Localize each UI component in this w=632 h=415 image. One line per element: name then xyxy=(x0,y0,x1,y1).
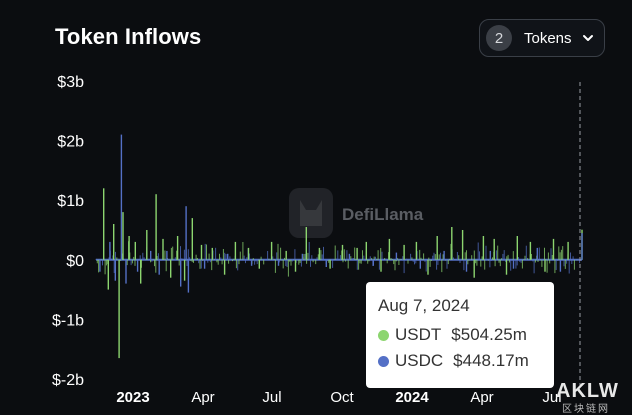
tooltip-date: Aug 7, 2024 xyxy=(378,296,470,315)
tokens-dropdown-button[interactable]: 2 Tokens xyxy=(479,19,605,57)
chart-tooltip: Aug 7, 2024 USDT $504.25m USDC $448.17m xyxy=(366,282,554,388)
tooltip-series-value: $504.25m xyxy=(451,325,527,344)
usdc-legend-dot xyxy=(378,355,389,367)
y-tick-label: $-1b xyxy=(52,312,84,329)
x-tick-label: Jul xyxy=(542,389,561,406)
x-tick-label: Oct xyxy=(330,389,354,406)
y-tick-label: $3b xyxy=(57,74,84,91)
y-tick-label: $0 xyxy=(66,253,84,270)
tooltip-series-name: USDC xyxy=(395,351,444,370)
y-tick-label: $1b xyxy=(57,193,84,210)
token-count-badge: 2 xyxy=(486,25,512,51)
x-tick-label: Jul xyxy=(262,389,281,406)
y-tick-label: $2b xyxy=(57,134,84,151)
tooltip-row-usdc: USDC $448.17m xyxy=(378,348,542,374)
x-tick-label: 2024 xyxy=(395,389,429,406)
chart-title: Token Inflows xyxy=(55,24,202,49)
x-tick-label: Apr xyxy=(191,389,214,406)
chevron-down-icon xyxy=(582,35,593,41)
x-tick-label: 2023 xyxy=(116,389,149,406)
corner-watermark-subtext: 区块链网 xyxy=(562,404,610,415)
x-tick-label: Apr xyxy=(470,389,493,406)
watermark-text: DefiLlama xyxy=(342,205,424,224)
usdt-legend-dot xyxy=(378,329,389,341)
tooltip-series-name: USDT xyxy=(395,325,442,344)
y-tick-label: $-2b xyxy=(52,372,84,389)
corner-watermark-text: AKLW xyxy=(556,380,619,402)
tokens-label: Tokens xyxy=(524,29,572,47)
tooltip-series-value: $448.17m xyxy=(453,351,529,370)
tooltip-row-usdt: USDT $504.25m xyxy=(378,322,542,348)
defillama-logo-icon xyxy=(289,188,333,238)
